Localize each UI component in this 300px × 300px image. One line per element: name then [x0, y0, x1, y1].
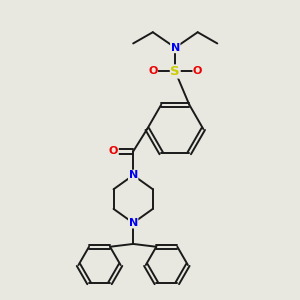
Text: O: O	[148, 67, 158, 76]
Text: N: N	[128, 218, 138, 228]
Text: S: S	[170, 65, 180, 78]
Text: O: O	[193, 67, 202, 76]
Text: N: N	[171, 43, 180, 52]
Text: N: N	[128, 170, 138, 180]
Text: O: O	[109, 146, 118, 156]
